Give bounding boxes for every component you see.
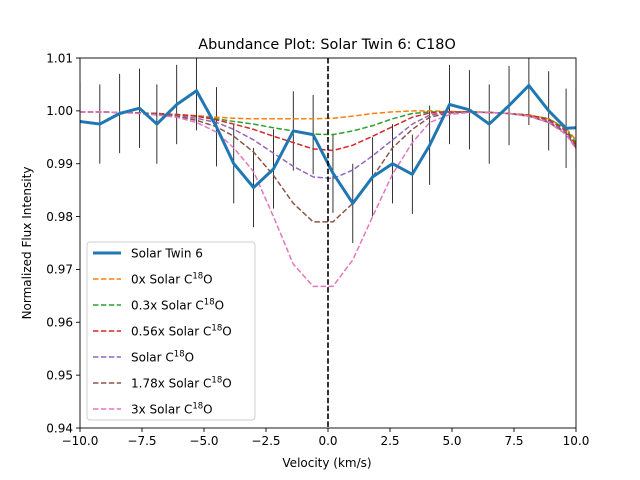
legend-box <box>86 241 256 421</box>
x-tick-label: 7.5 <box>504 434 523 448</box>
plot-area: −10.0 −7.5 −5.0 −2.5 0.0 2.5 5.0 7.5 10.0 0.94 0.9… <box>46 51 590 448</box>
y-axis-label: Normalized Flux Intensity <box>20 167 34 320</box>
x-tick-label: −7.5 <box>127 434 156 448</box>
y-tick-label: 0.99 <box>46 157 73 171</box>
y-tick-label: 0.98 <box>46 210 73 224</box>
x-tick-label: −10.0 <box>62 434 99 448</box>
x-tick-label: 5.0 <box>442 434 461 448</box>
x-tick-label: −2.5 <box>251 434 280 448</box>
plot-series-group <box>80 58 576 288</box>
legend-entry: 3x Solar C18O <box>131 402 213 417</box>
x-tick-label: 10.0 <box>563 434 590 448</box>
x-tick-label: −5.0 <box>189 434 218 448</box>
y-tick-label: 1.01 <box>46 51 73 65</box>
legend: Solar Twin 6 0x Solar C18O 0.3x Solar C18O… <box>86 241 256 421</box>
legend-entry: 0.3x Solar C18O <box>131 298 224 313</box>
series-line <box>80 111 576 223</box>
x-tick-label: 2.5 <box>380 434 399 448</box>
y-tick-label: 0.95 <box>46 368 73 382</box>
x-tick-label: 0.0 <box>318 434 337 448</box>
y-tick-label: 0.96 <box>46 316 73 330</box>
legend-entry: 0.56x Solar C18O <box>131 324 232 339</box>
chart-title: Abundance Plot: Solar Twin 6: C18O <box>198 37 456 53</box>
y-tick-label: 0.97 <box>46 263 73 277</box>
x-axis-label: Velocity (km/s) <box>282 456 371 470</box>
legend-entry: 0x Solar C18O <box>131 272 213 287</box>
series-line <box>80 83 576 205</box>
y-tick-label: 1.00 <box>46 104 73 118</box>
legend-entry: Solar C18O <box>131 350 194 365</box>
legend-entry: Solar Twin 6 <box>131 247 203 261</box>
legend-entry: 1.78x Solar C18O <box>131 376 232 391</box>
y-tick-label: 0.94 <box>46 421 73 435</box>
